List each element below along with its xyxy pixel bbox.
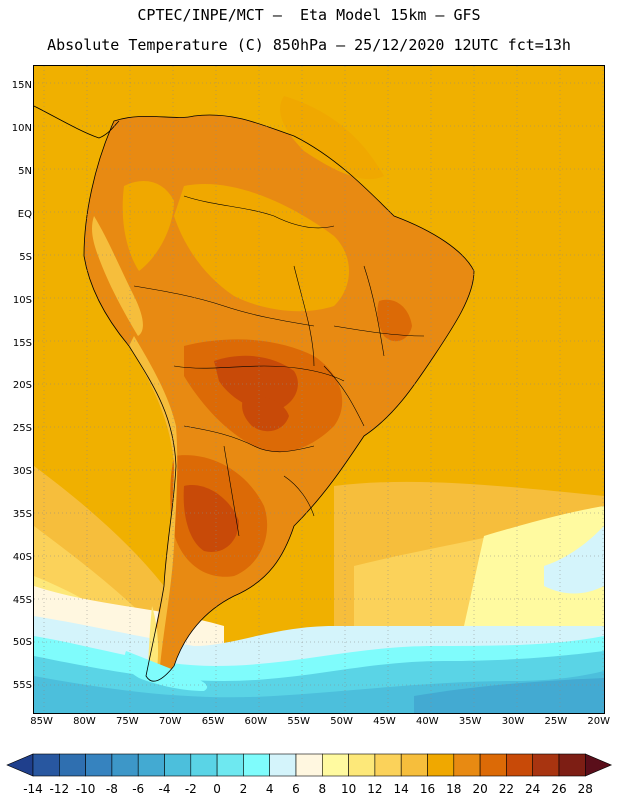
- colorbar-segment: [479, 753, 507, 777]
- longitude-label: 20W: [587, 716, 611, 727]
- color-scale-bar: [6, 753, 613, 777]
- longitude-label: 25W: [544, 716, 568, 727]
- latitude-label: 55S: [12, 680, 32, 692]
- colorbar-segment: [453, 753, 481, 777]
- longitude-label: 85W: [30, 716, 53, 727]
- latitude-label: 15N: [11, 80, 32, 92]
- colorbar-segment: [348, 753, 376, 777]
- colorbar-segment: [58, 753, 86, 777]
- longitude-label: 45W: [373, 716, 396, 727]
- latitude-label: EQ: [17, 208, 32, 220]
- colorbar-tick-label: -6: [132, 782, 145, 796]
- colorbar-segment: [427, 753, 455, 777]
- colorbar-segment: [111, 753, 139, 777]
- colorbar-arrow-high: [584, 753, 613, 777]
- latitude-label: 15S: [12, 337, 32, 349]
- latitude-label: 45S: [12, 594, 32, 606]
- colorbar-segment: [137, 753, 165, 777]
- latitude-label: 40S: [12, 551, 32, 563]
- colorbar-tick-label: 28: [577, 782, 593, 796]
- latitude-label: 10N: [11, 123, 32, 135]
- longitude-label: 75W: [115, 716, 139, 727]
- colorbar-segment: [32, 753, 60, 777]
- colorbar-segment: [506, 753, 533, 777]
- longitude-label: 65W: [201, 716, 225, 727]
- colorbar-tick-label: -8: [105, 782, 118, 796]
- colorbar-tick-label: 10: [340, 782, 357, 796]
- colorbar-segment: [400, 753, 428, 777]
- colorbar-segment: [243, 753, 270, 777]
- colorbar-segment: [269, 753, 297, 777]
- latitude-label: 5S: [19, 251, 32, 263]
- longitude-label: 55W: [287, 716, 311, 727]
- longitude-label: 30W: [501, 716, 525, 727]
- colorbar-tick-label: 18: [446, 782, 462, 796]
- colorbar-segment: [216, 753, 244, 777]
- colorbar-tick-label: -2: [184, 782, 197, 796]
- temperature-map: [33, 65, 605, 714]
- latitude-label: 10S: [12, 294, 32, 306]
- map-title-line2: Absolute Temperature (C) 850hPa – 25/12/…: [47, 36, 571, 54]
- colorbar-tick-label: 6: [292, 782, 300, 796]
- longitude-label: 40W: [415, 716, 439, 727]
- colorbar-tick-label: 24: [525, 782, 541, 796]
- colorbar-tick-label: 0: [213, 782, 221, 796]
- colorbar-segment: [532, 753, 560, 777]
- colorbar-segment: [374, 753, 402, 777]
- colorbar-tick-label: 2: [239, 782, 248, 796]
- longitude-label: 60W: [244, 716, 268, 727]
- temperature-field: [34, 66, 604, 713]
- colorbar-segment: [558, 753, 586, 777]
- colorbar-tick-label: 12: [367, 782, 383, 796]
- colorbar-tick-label: -12: [49, 782, 70, 796]
- colorbar-arrow-low: [6, 753, 34, 777]
- latitude-label: 25S: [12, 423, 32, 435]
- longitude-label: 35W: [458, 716, 482, 727]
- colorbar-tick-label: -10: [75, 782, 96, 796]
- longitude-label: 50W: [330, 716, 353, 727]
- colorbar-tick-label: 22: [498, 782, 515, 796]
- colorbar-tick-label: 4: [265, 782, 274, 796]
- colorbar-tick-label: 26: [551, 782, 567, 796]
- colorbar-segment: [321, 753, 349, 777]
- colorbar-segment: [190, 753, 218, 777]
- latitude-label: 50S: [12, 637, 32, 649]
- colorbar-tick-label: 20: [472, 782, 488, 796]
- colorbar-segment: [85, 753, 113, 777]
- latitude-label: 5N: [18, 166, 32, 178]
- latitude-label: 35S: [12, 508, 32, 520]
- colorbar-segment: [295, 753, 323, 777]
- longitude-label: 70W: [158, 716, 182, 727]
- latitude-label: 20S: [12, 380, 32, 392]
- map-title-line1: CPTEC/INPE/MCT – Eta Model 15km – GFS: [137, 6, 481, 24]
- colorbar-tick-label: -14: [23, 782, 43, 796]
- colorbar-tick-label: 8: [318, 782, 327, 796]
- latitude-label: 30S: [12, 466, 32, 478]
- colorbar-segment: [164, 753, 192, 777]
- longitude-label: 80W: [73, 716, 96, 727]
- colorbar-tick-label: -4: [158, 782, 171, 796]
- colorbar-tick-label: 16: [419, 782, 436, 796]
- colorbar-tick-label: 14: [393, 782, 409, 796]
